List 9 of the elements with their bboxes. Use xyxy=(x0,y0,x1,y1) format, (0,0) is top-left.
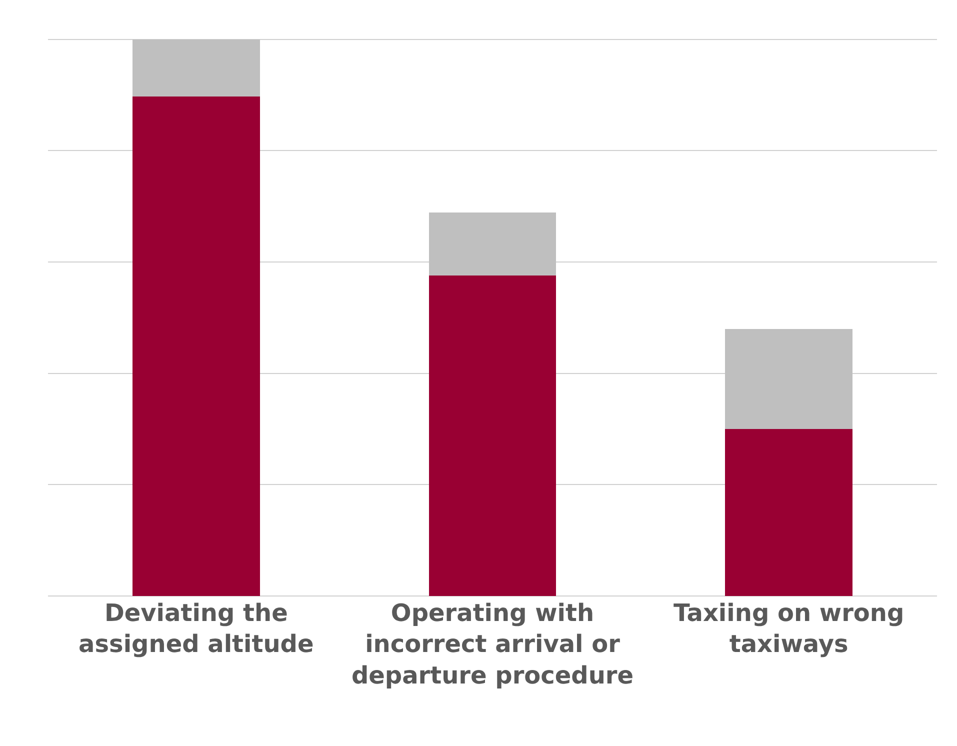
x-tick-label: Deviating the assigned altitude xyxy=(78,599,314,658)
x-tick-label: Operating with incorrect arrival or departure procedure xyxy=(351,599,634,690)
bar xyxy=(725,428,853,596)
bar xyxy=(428,275,556,596)
bar xyxy=(725,328,853,429)
bar xyxy=(132,39,260,97)
bar xyxy=(132,96,260,596)
x-tick-label: Taxiing on wrong taxiways xyxy=(673,599,904,658)
bar xyxy=(428,212,556,276)
